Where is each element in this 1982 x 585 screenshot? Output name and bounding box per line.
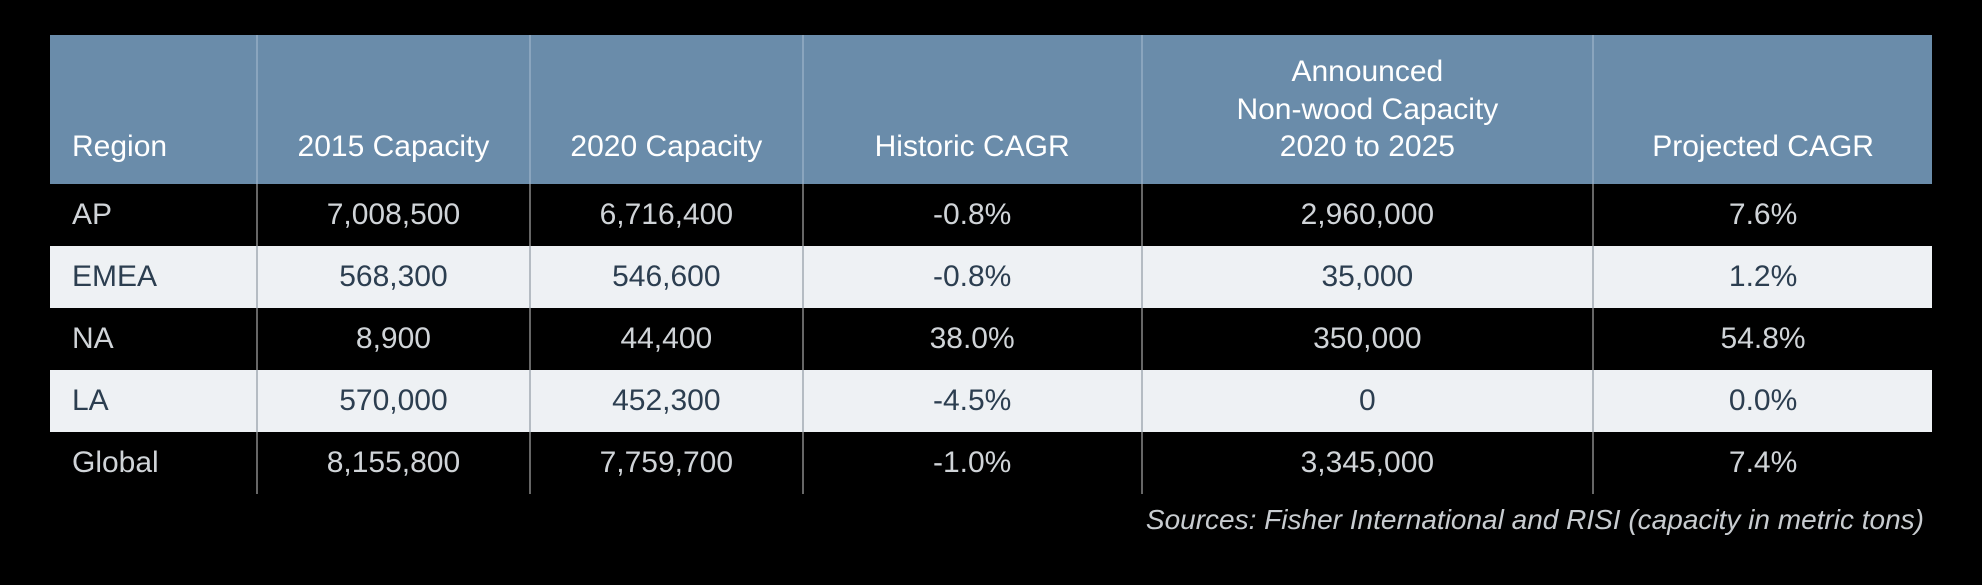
table-cell: 7.6%	[1593, 184, 1932, 246]
col-header-projected-cagr: Projected CAGR	[1593, 35, 1932, 184]
table-cell: 54.8%	[1593, 308, 1932, 370]
table-cell: 6,716,400	[530, 184, 803, 246]
table-cell: -0.8%	[803, 246, 1142, 308]
col-header-announced: AnnouncedNon-wood Capacity2020 to 2025	[1142, 35, 1594, 184]
table-cell: 38.0%	[803, 308, 1142, 370]
table-row: AP7,008,5006,716,400-0.8%2,960,0007.6%	[50, 184, 1932, 246]
table-cell: LA	[50, 370, 257, 432]
table-cell: NA	[50, 308, 257, 370]
table-cell: 0.0%	[1593, 370, 1932, 432]
table-cell: 568,300	[257, 246, 530, 308]
table-cell: 7.4%	[1593, 432, 1932, 494]
table-row: NA8,90044,40038.0%350,00054.8%	[50, 308, 1932, 370]
table-row: Global8,155,8007,759,700-1.0%3,345,0007.…	[50, 432, 1932, 494]
table-cell: 44,400	[530, 308, 803, 370]
table-cell: 546,600	[530, 246, 803, 308]
table-row: EMEA568,300546,600-0.8%35,0001.2%	[50, 246, 1932, 308]
col-header-2020: 2020 Capacity	[530, 35, 803, 184]
table-row: LA570,000452,300-4.5%00.0%	[50, 370, 1932, 432]
table-cell: 452,300	[530, 370, 803, 432]
col-header-region: Region	[50, 35, 257, 184]
table-cell: 2,960,000	[1142, 184, 1594, 246]
table-cell: -1.0%	[803, 432, 1142, 494]
table-cell: 350,000	[1142, 308, 1594, 370]
table-cell: 8,900	[257, 308, 530, 370]
table-cell: 7,008,500	[257, 184, 530, 246]
col-header-2015: 2015 Capacity	[257, 35, 530, 184]
table-cell: 35,000	[1142, 246, 1594, 308]
capacity-table: Region 2015 Capacity 2020 Capacity Histo…	[50, 35, 1932, 494]
table-cell: 1.2%	[1593, 246, 1932, 308]
table-cell: EMEA	[50, 246, 257, 308]
table-cell: 0	[1142, 370, 1594, 432]
col-header-historic-cagr: Historic CAGR	[803, 35, 1142, 184]
table-header: Region 2015 Capacity 2020 Capacity Histo…	[50, 35, 1932, 184]
table-cell: 3,345,000	[1142, 432, 1594, 494]
table-cell: Global	[50, 432, 257, 494]
table-cell: 570,000	[257, 370, 530, 432]
table-cell: 7,759,700	[530, 432, 803, 494]
table-cell: -4.5%	[803, 370, 1142, 432]
source-note: Sources: Fisher International and RISI (…	[50, 504, 1924, 536]
table-cell: AP	[50, 184, 257, 246]
table-body: AP7,008,5006,716,400-0.8%2,960,0007.6%EM…	[50, 184, 1932, 494]
table-cell: -0.8%	[803, 184, 1142, 246]
table-cell: 8,155,800	[257, 432, 530, 494]
